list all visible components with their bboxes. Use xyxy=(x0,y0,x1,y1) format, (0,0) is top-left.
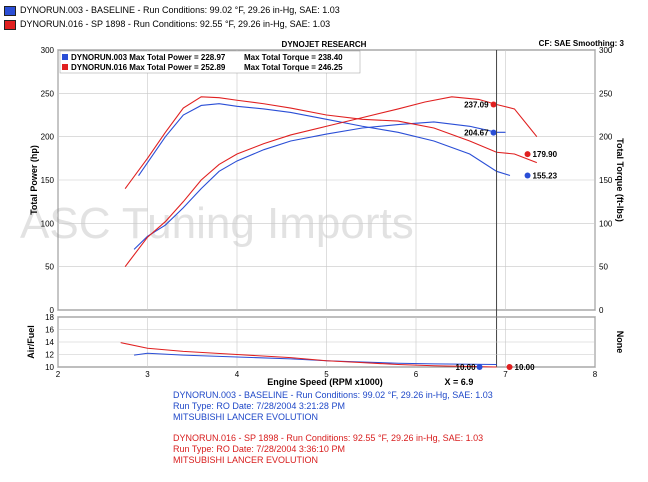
main-tick-labels: 0 0 50 50 100 100 150 150 200 200 250 250 300 300 xyxy=(41,46,613,315)
y-tick-label: 0 xyxy=(50,306,55,315)
stats-run2-torque: Max Total Torque = 246.25 xyxy=(244,63,343,72)
af-annotation-marker xyxy=(506,364,513,370)
info-run2-line2: Run Type: RO Date: 7/28/2004 3:36:10 PM xyxy=(173,444,345,454)
stats-box xyxy=(59,50,361,74)
legend-row-run1: DYNORUN.003 - BASELINE - Run Conditions:… xyxy=(4,4,340,16)
info-run2-line1: DYNORUN.016 - SP 1898 - Run Conditions: … xyxy=(173,433,484,443)
annotation-label: 179.90 xyxy=(533,150,558,159)
stats-run2-power: DYNORUN.016 Max Total Power = 252.89 xyxy=(71,63,226,72)
chart-title: DYNOJET RESEARCH xyxy=(281,40,367,49)
annotation-label: 237.09 xyxy=(464,101,489,110)
y2-axis-title: Total Torque (ft-lbs) xyxy=(615,138,625,222)
y-tick-label: 50 xyxy=(45,263,54,272)
series-torque-line xyxy=(138,103,511,176)
stats-swatch-run1 xyxy=(62,54,68,60)
info-run1: DYNORUN.003 - BASELINE - Run Conditions:… xyxy=(173,390,493,423)
y2-tick-label: 0 xyxy=(599,306,604,315)
series-power-line xyxy=(133,121,506,250)
af-series-group: 10.00 10.00 xyxy=(120,342,536,372)
correction-info: CF: SAE Smoothing: 3 xyxy=(538,39,624,48)
af-y-tick-label: 10 xyxy=(45,363,54,372)
y-tick-label: 300 xyxy=(41,46,55,55)
legend-label-run1: DYNORUN.003 - BASELINE - Run Conditions:… xyxy=(20,5,340,15)
y-tick-label: 250 xyxy=(41,89,55,98)
af-y-tick-label: 12 xyxy=(45,351,54,360)
main-grid xyxy=(57,49,596,311)
y-tick-label: 100 xyxy=(41,219,55,228)
main-series-group: 237.09 204.67 179.90 155.23 xyxy=(124,96,558,267)
legend-swatch-run2 xyxy=(4,19,16,30)
y2-tick-label: 50 xyxy=(599,263,608,272)
y2-tick-label: 200 xyxy=(599,133,613,142)
x-tick-label: 2 xyxy=(56,370,61,379)
x-tick-labels: 2 3 4 5 6 7 8 xyxy=(56,370,598,379)
af-y2-axis-title: None xyxy=(615,331,625,354)
af-y-tick-label: 16 xyxy=(45,326,54,335)
af-annotation-marker xyxy=(476,364,483,370)
x-tick-label: 5 xyxy=(324,370,329,379)
y2-tick-label: 300 xyxy=(599,46,613,55)
info-run2-line3: MITSUBISHI LANCER EVOLUTION xyxy=(173,455,319,465)
annotation-marker xyxy=(524,151,531,158)
y-tick-label: 200 xyxy=(41,133,55,142)
stats-swatch-run2 xyxy=(62,64,68,70)
annotation-marker xyxy=(490,129,497,136)
x-tick-label: 8 xyxy=(593,370,598,379)
af-tick-labels: 10 12 14 16 18 xyxy=(45,313,54,372)
x-tick-label: 3 xyxy=(145,370,150,379)
legend-swatch-run1 xyxy=(4,5,16,16)
series-power-line xyxy=(124,96,538,267)
af-series-line xyxy=(120,342,497,368)
y-tick-label: 150 xyxy=(41,176,55,185)
y-axis-title: Total Power (hp) xyxy=(29,145,39,215)
af-annotation-label: 10.00 xyxy=(456,363,477,372)
x-axis-title: Engine Speed (RPM x1000) xyxy=(267,377,383,387)
af-y-tick-label: 14 xyxy=(45,338,54,347)
info-run1-line3: MITSUBISHI LANCER EVOLUTION xyxy=(173,412,319,422)
stats-run1-torque: Max Total Torque = 238.40 xyxy=(244,53,343,62)
info-run2: DYNORUN.016 - SP 1898 - Run Conditions: … xyxy=(173,433,483,466)
af-series-line xyxy=(133,352,497,366)
stats-run1-power: DYNORUN.003 Max Total Power = 228.97 xyxy=(71,53,226,62)
af-y-tick-label: 18 xyxy=(45,313,54,322)
y2-tick-label: 100 xyxy=(599,219,613,228)
annotation-label: 155.23 xyxy=(533,171,558,180)
af-grid xyxy=(57,316,596,368)
af-annotation-label: 10.00 xyxy=(515,363,536,372)
y2-tick-label: 150 xyxy=(599,176,613,185)
af-y-axis-title: Air/Fuel xyxy=(26,325,36,359)
series-torque-line xyxy=(124,96,538,189)
y2-tick-label: 250 xyxy=(599,89,613,98)
legend-label-run2: DYNORUN.016 - SP 1898 - Run Conditions: … xyxy=(20,19,331,29)
annotation-marker xyxy=(490,101,497,108)
info-run1-line2: Run Type: RO Date: 7/28/2004 3:21:28 PM xyxy=(173,401,345,411)
x-tick-label: 6 xyxy=(414,370,419,379)
annotation-marker xyxy=(524,172,531,179)
legend-row-run2: DYNORUN.016 - SP 1898 - Run Conditions: … xyxy=(4,18,330,30)
x-tick-label: 7 xyxy=(503,370,508,379)
x-tick-label: 4 xyxy=(235,370,240,379)
info-run1-line1: DYNORUN.003 - BASELINE - Run Conditions:… xyxy=(173,390,493,400)
annotation-label: 204.67 xyxy=(464,129,489,138)
cursor-readout: X = 6.9 xyxy=(445,377,474,387)
